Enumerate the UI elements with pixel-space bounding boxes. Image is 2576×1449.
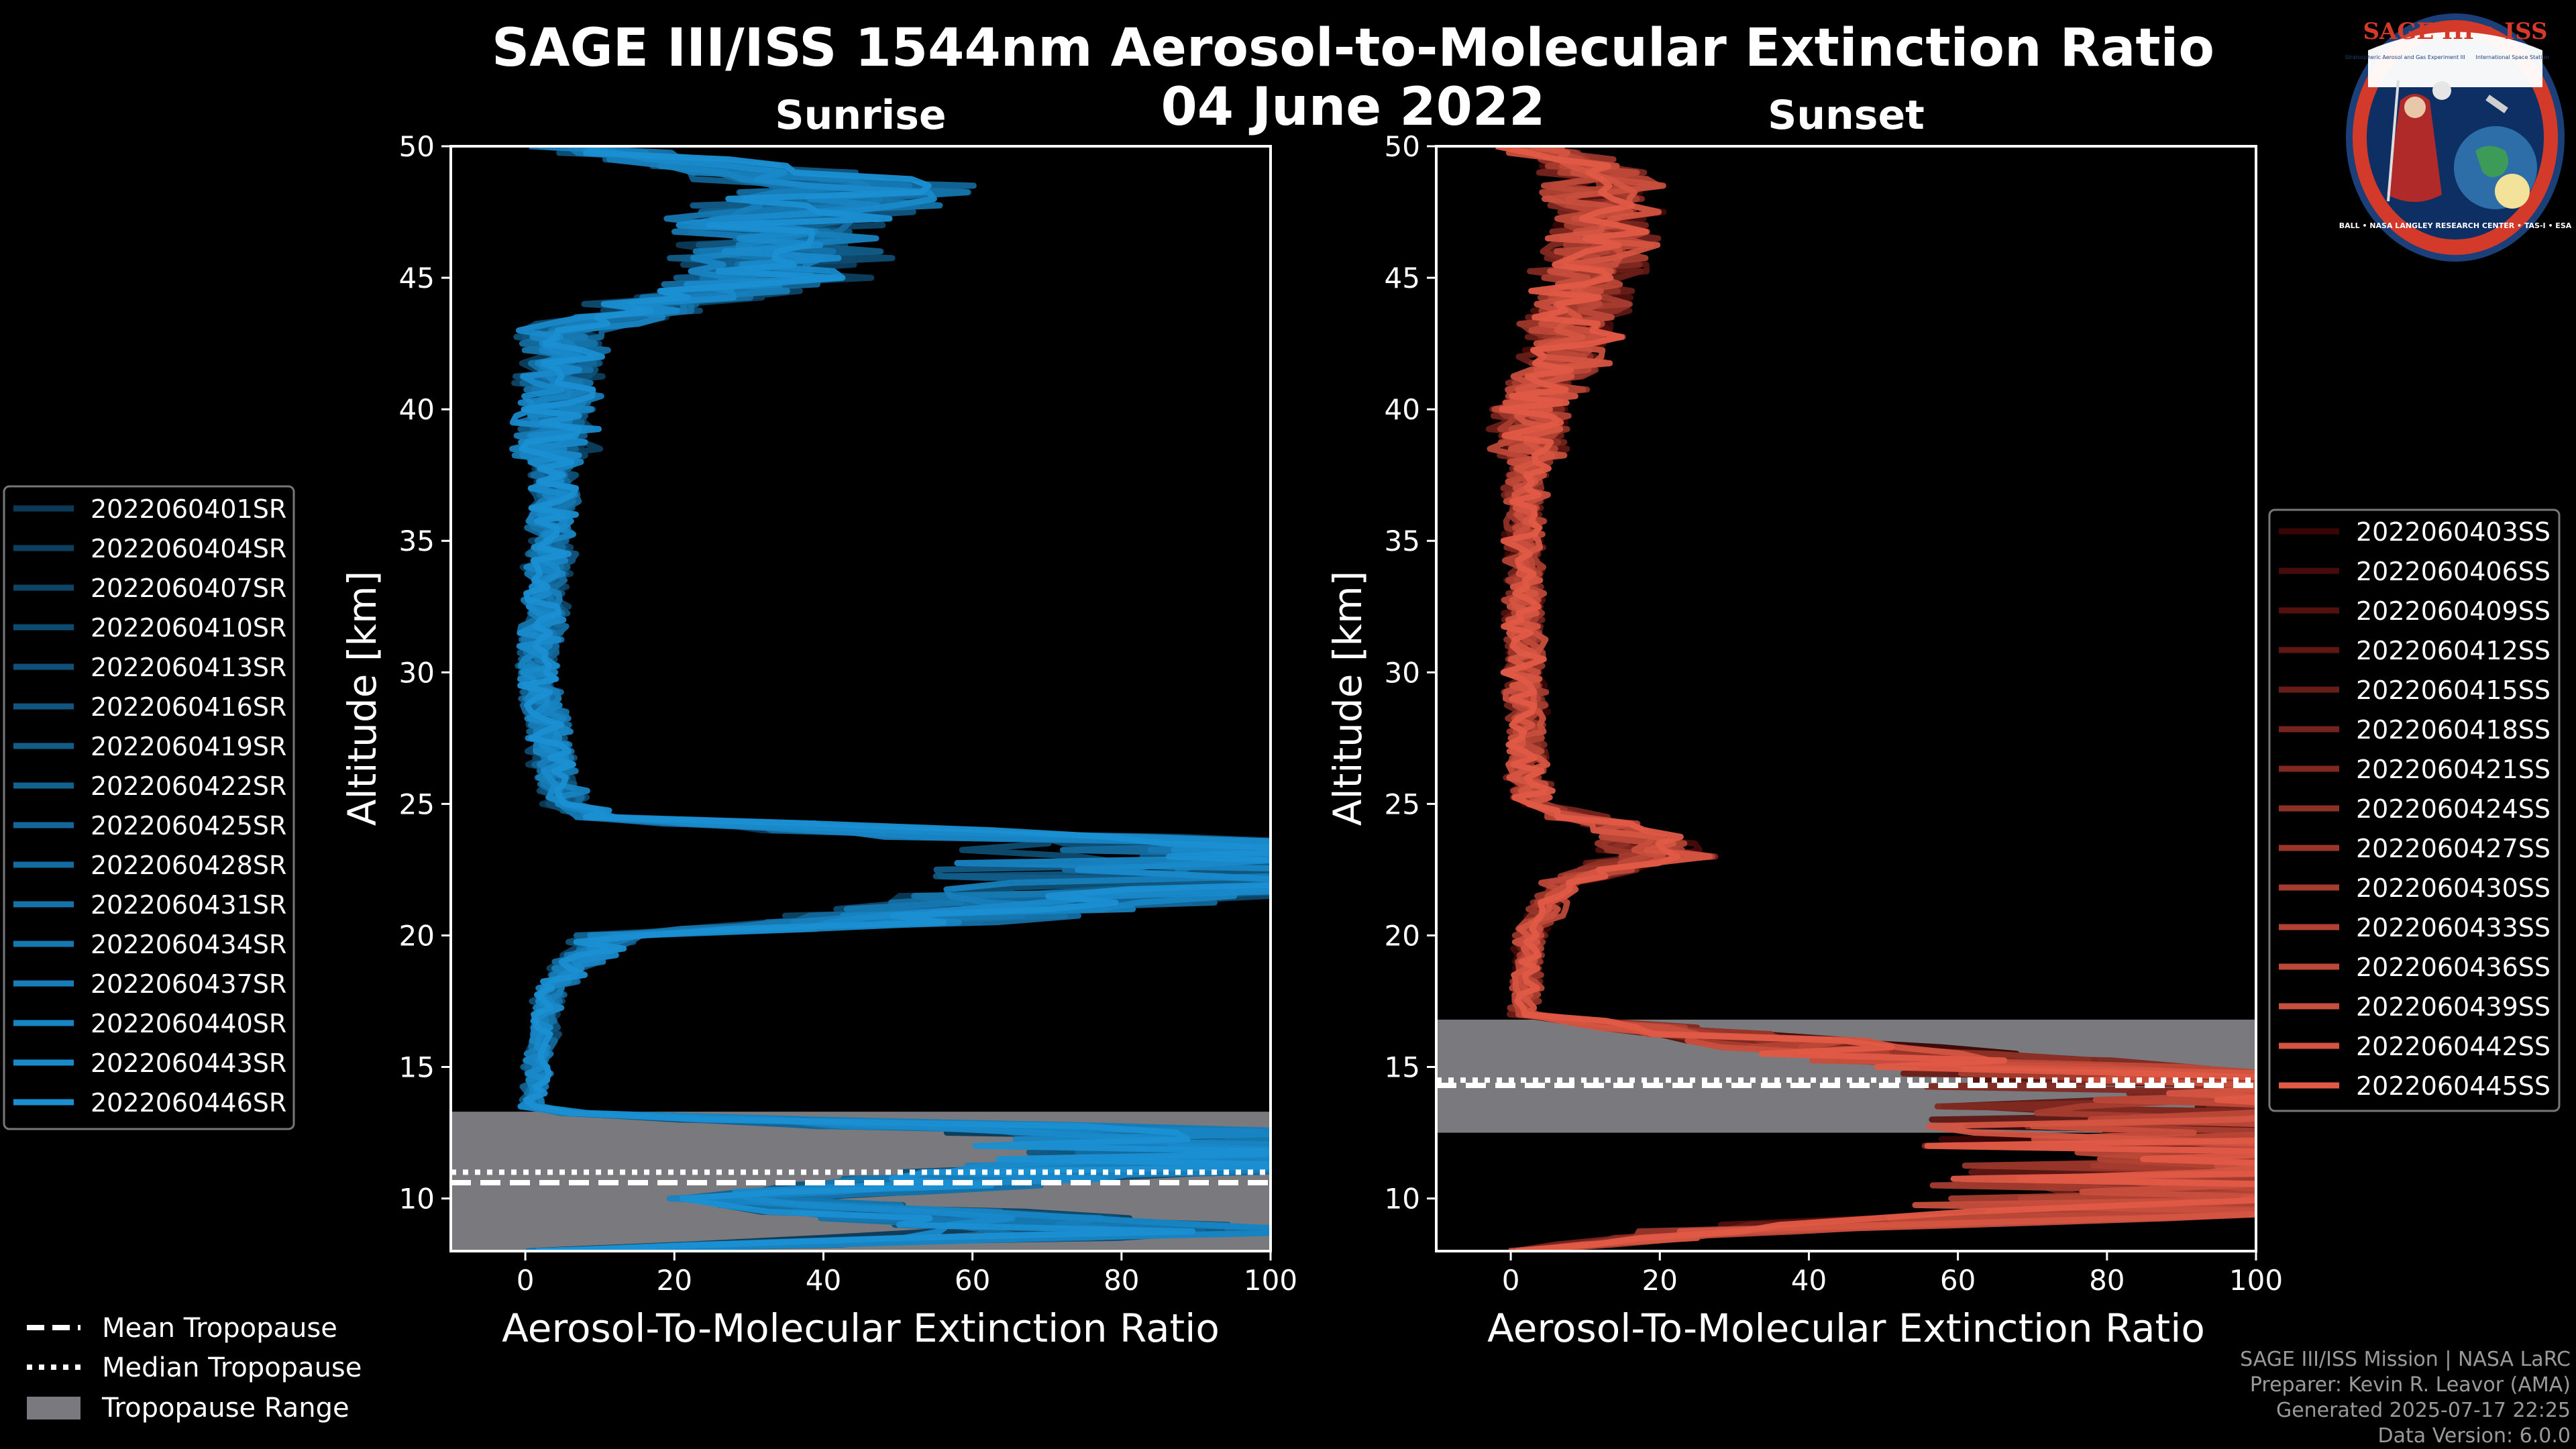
x-tick-label: 0 [517, 1264, 535, 1297]
logo-subtitle-right: International Space Station [2476, 54, 2549, 60]
y-tick-label: 25 [1385, 788, 1420, 820]
tropopause-range-swatch [27, 1397, 80, 1419]
x-tick-label: 60 [955, 1264, 990, 1297]
x-tick-label: 60 [1940, 1264, 1976, 1297]
chart-title: SAGE III/ISS 1544nm Aerosol-to-Molecular… [492, 18, 2214, 78]
footer-generated: Generated 2025-07-17 22:25 [2276, 1399, 2571, 1422]
sunset-plot: 0 20 40 60 80 100 10 15 20 25 30 35 40 45 50 [1385, 130, 2284, 1297]
sunset-legend: 2022060403SS 2022060406SS 2022060409SS 2022… [2268, 508, 2561, 1112]
sunset-x-label: Aerosol-To-Molecular Extinction Ratio [1487, 1305, 2205, 1351]
y-tick-label: 40 [1385, 393, 1420, 426]
chart-date: 04 June 2022 [1161, 77, 1546, 138]
legend-label: 2022060418SS [2356, 715, 2551, 745]
y-tick-label: 45 [399, 262, 435, 294]
legend-label: 2022060419SR [91, 732, 286, 761]
legend-label: 2022060443SR [91, 1049, 286, 1078]
legend-label: 2022060413SR [91, 653, 286, 682]
legend-label: 2022060433SS [2356, 913, 2551, 943]
iss-icon [2485, 95, 2508, 113]
y-tick-label: 15 [1385, 1051, 1420, 1084]
legend-label: 2022060404SR [91, 534, 286, 564]
legend-label: 2022060427SS [2356, 834, 2551, 863]
legend-label: 2022060406SS [2356, 557, 2551, 586]
legend-label: 2022060422SR [91, 771, 286, 801]
profile-lines [509, 146, 1271, 1251]
legend-label: 2022060428SR [91, 851, 286, 880]
sunrise-legend: 2022060401SR 2022060404SR 2022060407SR 2022… [3, 485, 295, 1130]
footer-preparer: Preparer: Kevin R. Leavor (AMA) [2250, 1373, 2571, 1397]
footer-version: Data Version: 6.0.0 [2378, 1424, 2571, 1448]
legend-label: 2022060401SR [91, 494, 286, 524]
y-tick-label: 45 [1385, 262, 1420, 294]
legend-label: 2022060431SR [91, 890, 286, 920]
astronomer-figure-icon [2387, 94, 2442, 202]
legend-label: 2022060440SR [91, 1009, 286, 1038]
sun-icon [2495, 174, 2530, 209]
profile-2022060436SS [1487, 146, 2256, 1251]
x-tick-label: 100 [2229, 1264, 2283, 1297]
logo-partners: BALL • NASA LANGLEY RESEARCH CENTER • TA… [2339, 221, 2572, 230]
sage-iii-iss-mission-logo: SAGE III • ISS Stratospheric Aerosol and… [2339, 13, 2572, 262]
y-tick-label: 20 [399, 919, 435, 952]
tropopause-range-label: Tropopause Range [101, 1393, 350, 1424]
x-tick-label: 80 [2089, 1264, 2125, 1297]
y-tick-label: 20 [1385, 919, 1420, 952]
x-tick-label: 40 [806, 1264, 841, 1297]
logo-subtitle-left: Stratospheric Aerosol and Gas Experiment… [2345, 54, 2465, 60]
x-tick-label: 100 [1244, 1264, 1297, 1297]
moon-icon [2432, 81, 2451, 100]
y-tick-label: 50 [1385, 130, 1420, 163]
y-tick-label: 10 [1385, 1183, 1420, 1216]
x-tick-label: 20 [1642, 1264, 1678, 1297]
legend-label: 2022060425SR [91, 811, 286, 841]
y-tick-label: 35 [399, 525, 435, 557]
sunrise-plot: 0 20 40 60 80 100 10 15 20 25 30 35 40 45 50 [399, 130, 1298, 1297]
legend-label: 2022060436SS [2356, 953, 2551, 982]
y-tick-label: 30 [399, 656, 435, 689]
y-tick-label: 50 [399, 130, 435, 163]
x-tick-label: 0 [1502, 1264, 1520, 1297]
axes-frame [1435, 145, 2257, 1252]
profile-2022060445SS [1495, 146, 2256, 1251]
y-tick-label: 35 [1385, 525, 1420, 557]
x-tick-label: 80 [1104, 1264, 1139, 1297]
logo-title: SAGE III • ISS [2363, 18, 2547, 45]
legend-label: 2022060424SS [2356, 794, 2551, 824]
tropopause-legend: Mean Tropopause Median Tropopause Tropop… [27, 1313, 362, 1424]
profile-2022060446SR [517, 146, 1271, 1251]
legend-label: 2022060442SS [2356, 1032, 2551, 1061]
x-tick-label: 40 [1791, 1264, 1827, 1297]
legend-label: 2022060410SR [91, 613, 286, 643]
median-tropopause-label: Median Tropopause [102, 1352, 362, 1383]
legend-label: 2022060421SS [2356, 755, 2551, 784]
legend-label: 2022060437SR [91, 969, 286, 999]
legend-label: 2022060416SR [91, 692, 286, 722]
x-tick-label: 20 [657, 1264, 692, 1297]
legend-label: 2022060403SS [2356, 517, 2551, 547]
sunrise-x-label: Aerosol-To-Molecular Extinction Ratio [502, 1305, 1220, 1351]
y-tick-label: 25 [399, 788, 435, 820]
panel-title-sunrise: Sunrise [775, 92, 946, 139]
y-tick-label: 15 [399, 1051, 435, 1084]
y-tick-label: 10 [399, 1183, 435, 1216]
mean-tropopause-label: Mean Tropopause [102, 1313, 337, 1344]
legend-label: 2022060409SS [2356, 596, 2551, 626]
legend-label: 2022060434SR [91, 930, 286, 959]
footer-mission: SAGE III/ISS Mission | NASA LaRC [2240, 1348, 2571, 1371]
legend-label: 2022060439SS [2356, 992, 2551, 1022]
legend-label: 2022060412SS [2356, 636, 2551, 665]
y-tick-label: 40 [399, 393, 435, 426]
panel-title-sunset: Sunset [1768, 92, 1925, 139]
sunset-y-label: Altitude [km] [1325, 571, 1371, 826]
legend-label: 2022060430SS [2356, 873, 2551, 903]
profile-lines [1485, 146, 2256, 1251]
y-tick-label: 30 [1385, 656, 1420, 689]
axes-frame [449, 145, 1272, 1252]
sunrise-y-label: Altitude [km] [339, 571, 385, 826]
legend-label: 2022060445SS [2356, 1071, 2551, 1101]
legend-label: 2022060407SR [91, 574, 286, 603]
legend-label: 2022060446SR [91, 1088, 286, 1118]
legend-label: 2022060415SS [2356, 676, 2551, 705]
